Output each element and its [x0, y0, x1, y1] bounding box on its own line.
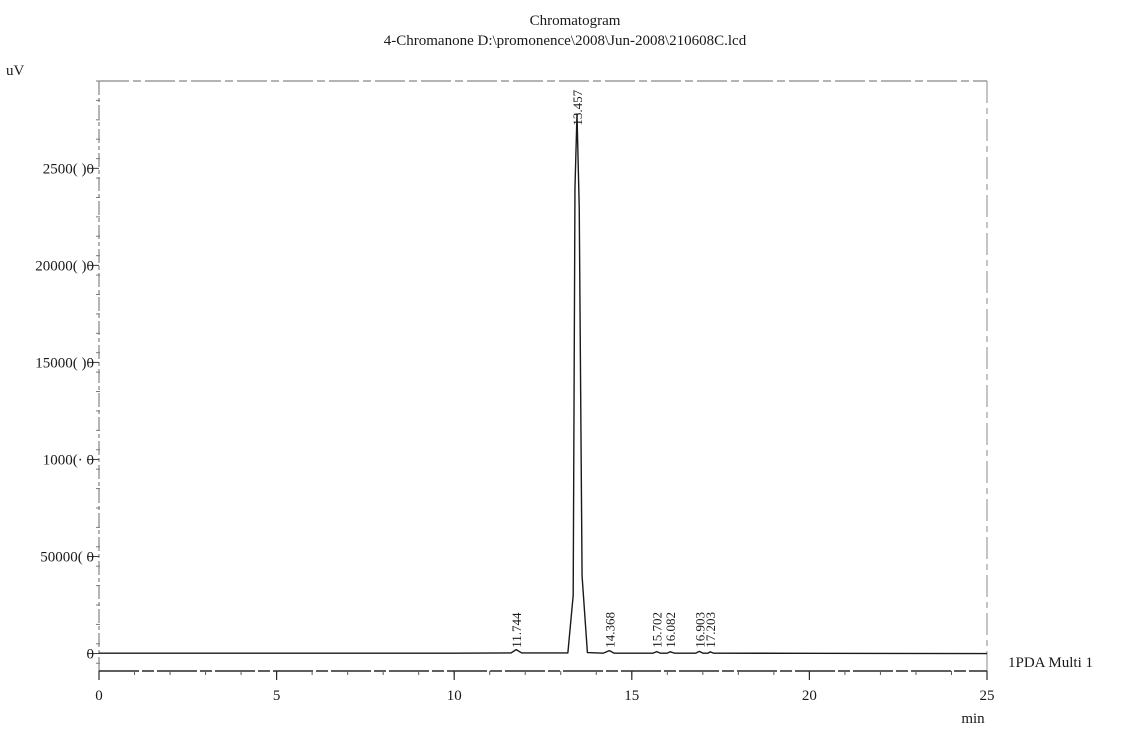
y-tick-label: 50000( 0 — [40, 549, 94, 565]
peak-label: 15.702 — [650, 612, 665, 648]
y-axis-ticks: 0 50000( 0 1000(· 0 15000( )0 20000( )0 2500(… — [35, 80, 100, 664]
peak-label: 11.744 — [509, 612, 524, 648]
x-tick-label: 25 — [980, 688, 995, 704]
peak-label: 16.903 — [692, 612, 707, 648]
chart-title: Chromatogram — [530, 13, 621, 29]
legend-series-name: 1PDA Multi 1 — [1008, 655, 1093, 671]
x-tick-label: 20 — [802, 688, 817, 704]
x-tick-label: 15 — [624, 688, 639, 704]
y-tick-label: 15000( )0 — [35, 355, 94, 371]
y-tick-label: 2500( )0 — [43, 161, 94, 177]
y-tick-label: 20000( )0 — [35, 258, 94, 274]
x-tick-label: 0 — [95, 688, 103, 704]
x-tick-label: 5 — [273, 688, 281, 704]
y-axis-unit: uV — [6, 63, 25, 79]
y-tick-label: 1000(· 0 — [43, 452, 94, 468]
y-tick-label: 0 — [87, 647, 95, 663]
peak-label: 17.203 — [703, 612, 718, 648]
x-axis-unit: min — [961, 711, 985, 727]
peak-label: 16.082 — [663, 612, 678, 648]
x-tick-label: 10 — [447, 688, 462, 704]
chart-subtitle: 4-Chromanone D:\promonence\2008\Jun-2008… — [384, 33, 747, 49]
series-line-1pda-multi-1 — [99, 113, 988, 655]
chromatogram-trace — [99, 113, 988, 655]
x-axis-ticks: 0 5 10 15 20 25 — [95, 671, 995, 704]
peak-label: 13.457 — [570, 89, 585, 125]
plot-frame — [98, 80, 988, 672]
peak-label: 14.368 — [602, 612, 617, 648]
